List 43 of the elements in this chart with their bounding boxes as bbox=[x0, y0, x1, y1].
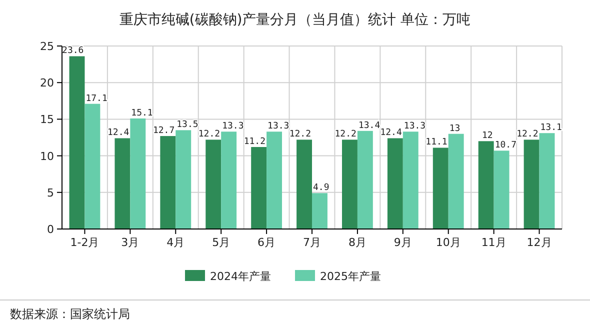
x-tick-label: 3月 bbox=[121, 236, 140, 249]
data-label: 13.5 bbox=[176, 120, 198, 130]
legend-label: 2024年产量 bbox=[210, 270, 271, 283]
x-tick-label: 12月 bbox=[526, 236, 552, 249]
data-label: 11.2 bbox=[244, 137, 266, 148]
data-label: 23.6 bbox=[62, 46, 84, 56]
data-label: 12.4 bbox=[107, 128, 130, 138]
data-label: 12.2 bbox=[334, 130, 356, 140]
x-tick-label: 10月 bbox=[436, 236, 461, 249]
data-label: 13.3 bbox=[222, 122, 244, 132]
data-label: 13.4 bbox=[358, 120, 380, 131]
data-label: 12.2 bbox=[516, 130, 538, 140]
data-label: 13 bbox=[449, 124, 460, 134]
data-label: 4.9 bbox=[313, 183, 330, 194]
data-label: 17.1 bbox=[86, 94, 108, 104]
x-tick-label: 1-2月 bbox=[70, 236, 100, 249]
x-tick-label: 7月 bbox=[303, 236, 321, 249]
source-note: 数据来源：国家统计局 bbox=[10, 307, 130, 321]
y-tick-label: 20 bbox=[40, 76, 54, 90]
y-tick-label: 5 bbox=[47, 186, 54, 200]
data-label: 15.1 bbox=[131, 108, 153, 118]
data-label: 13.1 bbox=[540, 123, 562, 134]
x-tick-label: 11月 bbox=[481, 236, 506, 249]
chart-title: 重庆市纯碱(碳酸钠)产量分月（当月值）统计 单位：万吨 bbox=[119, 12, 471, 28]
data-label: 12.2 bbox=[289, 130, 311, 140]
x-tick-label: 9月 bbox=[394, 236, 412, 249]
y-tick-label: 15 bbox=[40, 113, 54, 126]
data-label: 13.3 bbox=[404, 122, 426, 132]
legend-label: 2025年产量 bbox=[320, 270, 381, 283]
x-tick-label: 4月 bbox=[166, 236, 185, 249]
x-tick-label: 5月 bbox=[212, 236, 230, 249]
y-tick-label: 10 bbox=[40, 150, 54, 163]
data-label: 12.7 bbox=[152, 126, 175, 136]
data-label: 12.4 bbox=[380, 128, 402, 138]
data-label: 10.7 bbox=[494, 140, 517, 151]
y-tick-label: 25 bbox=[40, 40, 54, 53]
data-label: 12 bbox=[482, 131, 493, 142]
data-label: 13.3 bbox=[268, 122, 290, 132]
data-label: 11.1 bbox=[426, 138, 448, 148]
x-tick-label: 8月 bbox=[348, 236, 366, 249]
y-tick-label: 0 bbox=[47, 223, 54, 236]
x-tick-label: 6月 bbox=[258, 236, 276, 249]
data-label: 12.2 bbox=[198, 130, 220, 140]
